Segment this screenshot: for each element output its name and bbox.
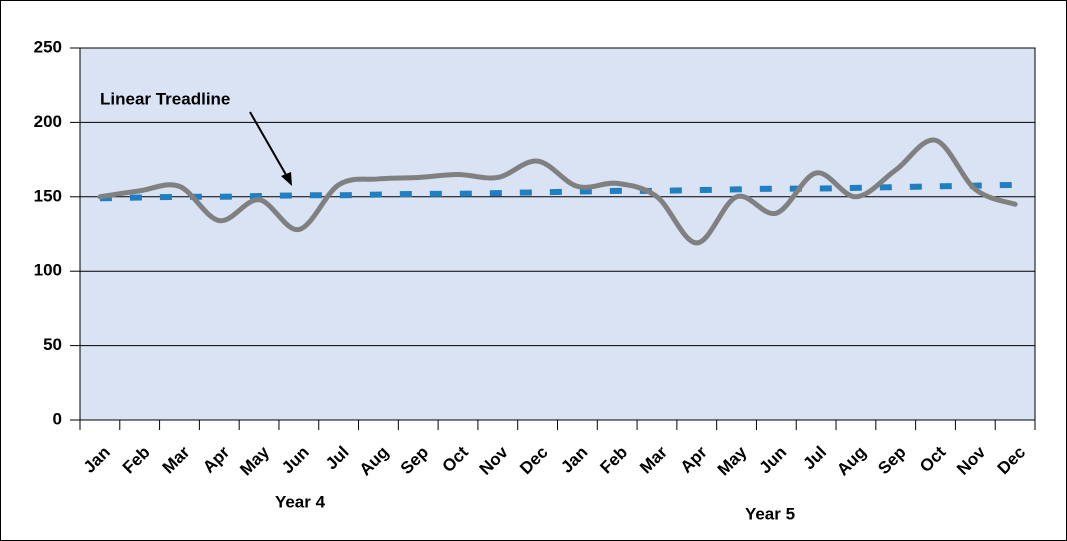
y-tick-label: 50 [43,335,62,354]
plot-area [79,47,1036,421]
y-tick-label: 200 [34,112,62,131]
marks [80,47,1035,421]
annotation-arrow [249,111,290,181]
arrow-head [281,172,292,186]
y-tick-label: 0 [53,409,62,428]
group-label: Year 5 [745,504,795,523]
trendline [99,181,1016,202]
annotation: Linear Treadline [100,89,230,108]
series-line [97,137,1018,246]
y-tick-label: 250 [34,37,62,56]
group-label: Year 4 [275,492,326,511]
y-tick-label: 100 [34,261,62,280]
y-tick-label: 150 [34,186,62,205]
